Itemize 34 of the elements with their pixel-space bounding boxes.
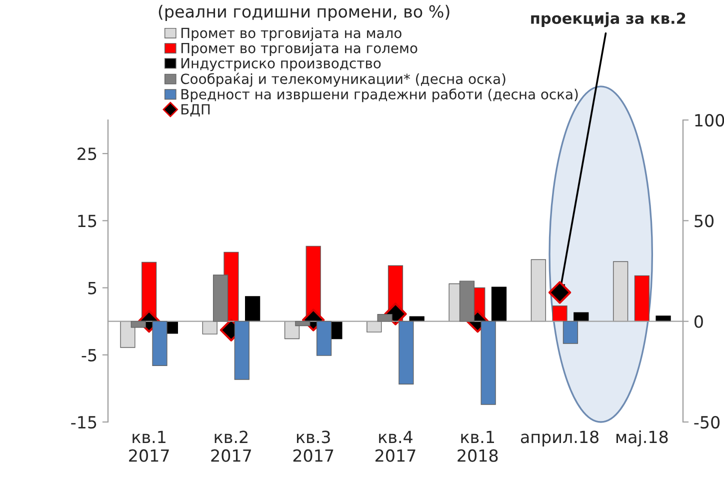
legend-label: Промет во трговијата на мало	[181, 27, 402, 41]
bar	[152, 320, 168, 366]
bar	[530, 259, 546, 322]
y-tick-label: -15	[71, 416, 96, 429]
x-tick-label: кв.1 2017	[129, 430, 169, 462]
annotation: проекција за кв.2	[531, 12, 686, 28]
bar	[634, 275, 650, 322]
x-tick-label: кв.4 2017	[376, 430, 416, 462]
x-tick-label: кв.1 2018	[458, 430, 498, 462]
bar	[574, 312, 589, 322]
y-tick-label: -5	[82, 349, 96, 362]
legend-label: Сообраќај и телекомуникации* (десна оска)	[180, 72, 506, 87]
legend-label: Вредност на извршени градежни работи (десна оска)	[181, 88, 578, 102]
y2-tick-label: 100	[695, 114, 724, 127]
point	[548, 281, 572, 304]
bar	[245, 296, 260, 322]
x-tick-label: кв.2 2017	[211, 430, 251, 462]
legend-label: Промет во трговијата на големо	[181, 42, 418, 56]
bar	[656, 316, 671, 322]
bar	[613, 261, 628, 322]
x-tick-label: мај.18	[616, 430, 668, 446]
y-tick-label: 25	[78, 148, 96, 160]
legend-label: Индустриско производство	[181, 58, 381, 72]
y2-tick-label: 50	[694, 214, 714, 228]
bar	[491, 286, 507, 322]
y2-tick-label: -50	[694, 416, 720, 429]
chart-title: (реални годишни промени, во %)	[158, 4, 450, 21]
bar	[480, 320, 496, 405]
y-tick-label: 15	[78, 214, 96, 228]
legend-label: БДП	[181, 104, 210, 117]
x-tick-label: кв.3 2017	[293, 430, 334, 462]
y-tick-label: 5	[88, 282, 96, 294]
y2-tick-label: 0	[694, 315, 703, 328]
x-tick-label: април.18	[520, 430, 598, 446]
